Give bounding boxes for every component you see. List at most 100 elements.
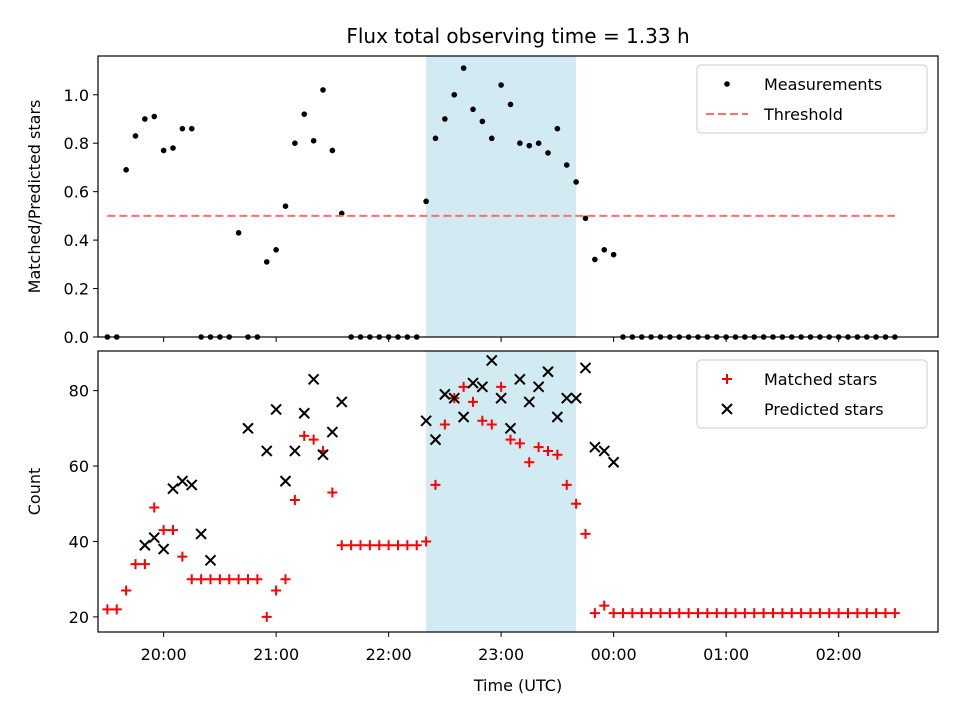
measurement-point	[517, 140, 523, 147]
x-tick-label: 01:00	[703, 645, 749, 664]
matched-star-point	[205, 574, 216, 585]
matched-star-point	[861, 608, 872, 619]
matched-star-point	[833, 608, 844, 619]
matched-star-point	[880, 608, 891, 619]
matched-star-point	[233, 574, 244, 585]
predicted-star-point	[317, 449, 329, 461]
x-tick-label: 02:00	[816, 645, 862, 664]
y-axis-label: Count	[25, 468, 44, 516]
predicted-star-point	[420, 415, 432, 427]
y-tick-label: 20	[69, 608, 89, 627]
measurement-point	[573, 179, 579, 185]
matched-star-point	[768, 608, 778, 619]
measurement-point	[123, 167, 129, 173]
matched-star-point	[168, 525, 178, 536]
matched-star-point	[796, 608, 807, 619]
y-tick-label: 0.2	[64, 280, 89, 299]
matched-star-point	[439, 419, 450, 430]
x-tick-label: 22:00	[366, 645, 412, 664]
matched-star-point	[139, 559, 150, 570]
matched-star-point	[814, 608, 825, 619]
measurement-point	[432, 135, 439, 142]
y-tick-label: 0.6	[64, 183, 89, 202]
matched-star-point	[458, 381, 469, 392]
y-tick-label: 0.4	[64, 231, 89, 250]
predicted-star-point	[307, 373, 320, 385]
predicted-star-point	[148, 531, 160, 544]
matched-star-point	[308, 434, 319, 445]
measurement-point	[132, 133, 139, 139]
matched-star-point	[664, 608, 675, 619]
predicted-star-point	[448, 392, 460, 404]
matched-star-point	[674, 608, 685, 619]
matched-star-point	[374, 540, 385, 551]
matched-star-point	[721, 608, 732, 619]
y-tick-label: 80	[69, 382, 89, 401]
ratio-panel: 0.0 0.2 0.4 0.6 0.8 1.0 Matched/Predicted star…	[25, 55, 939, 347]
matched-star-point	[646, 608, 657, 619]
matched-star-point	[468, 396, 478, 407]
y-tick-label: 0.8	[64, 134, 89, 153]
measurement-point	[545, 150, 551, 156]
measurement-point	[151, 113, 158, 120]
matched-star-point	[552, 449, 563, 460]
matched-star-point	[524, 457, 535, 468]
predicted-star-point	[261, 445, 273, 457]
matched-star-point	[121, 585, 132, 596]
x-tick-label: 23:00	[478, 645, 524, 664]
matched-star-point	[739, 608, 750, 619]
predicted-star-point	[439, 388, 451, 401]
matched-star-point	[580, 528, 591, 539]
matched-star-point	[786, 608, 797, 619]
predicted-star-point	[467, 377, 479, 389]
measurement-point	[526, 142, 533, 149]
predicted-star-point	[195, 528, 207, 540]
count-panel: 20 40 60 80 20:00 21:00 22:00 23:00 00:00 01:00 02…	[25, 350, 939, 695]
matched-star-point	[543, 445, 553, 456]
matched-star-point	[505, 434, 516, 445]
measurement-point	[329, 147, 336, 154]
measurement-point	[451, 91, 458, 98]
legend-dot-marker	[724, 81, 730, 87]
measurement-point	[460, 65, 467, 71]
matched-star-point	[589, 608, 600, 619]
matched-star-point	[102, 604, 113, 615]
measurement-point	[498, 82, 504, 88]
matched-star-point	[224, 574, 235, 585]
measurement-point	[610, 251, 617, 258]
legend: Measurements Threshold	[696, 64, 928, 134]
measurement-point	[301, 111, 308, 117]
measurement-point	[273, 246, 279, 253]
predicted-star-point	[242, 422, 254, 435]
predicted-star-point	[279, 475, 292, 487]
matched-star-point	[627, 608, 638, 619]
matched-star-point	[852, 608, 863, 619]
measurement-point	[142, 116, 148, 122]
measurement-point	[310, 137, 317, 144]
observing-window-span	[426, 351, 577, 632]
measurement-point	[263, 259, 270, 265]
predicted-star-point	[589, 441, 601, 453]
matched-star-point	[824, 608, 835, 619]
predicted-star-point	[607, 456, 620, 468]
x-tick-label: 21:00	[253, 645, 299, 664]
matched-star-point	[777, 608, 788, 619]
legend-label: Matched stars	[764, 370, 877, 389]
matched-star-point	[693, 608, 703, 619]
matched-star-point	[149, 502, 160, 513]
matched-star-point	[871, 608, 882, 619]
y-axis-label: Matched/Predicted stars	[25, 100, 44, 294]
legend-label: Predicted stars	[764, 400, 884, 419]
matched-star-point	[571, 498, 582, 509]
predicted-star-point	[186, 479, 198, 491]
matched-star-point	[158, 525, 169, 536]
matched-star-point	[186, 574, 197, 585]
matched-star-point	[889, 608, 900, 619]
matched-star-point	[111, 604, 122, 615]
predicted-star-point	[542, 366, 554, 378]
legend-box	[696, 64, 928, 134]
matched-star-point	[618, 608, 628, 619]
observing-window-span	[426, 56, 577, 337]
predicted-star-point	[532, 381, 545, 393]
y-tick-label: 60	[69, 457, 89, 476]
